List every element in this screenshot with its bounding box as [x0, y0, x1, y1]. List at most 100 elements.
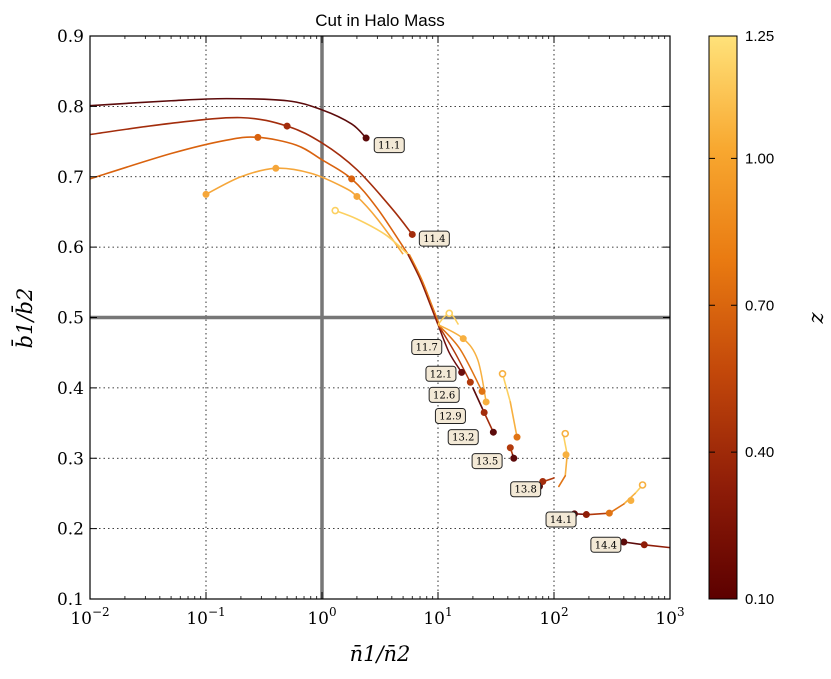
annotation-box [447, 429, 479, 446]
fan-track-line [437, 324, 483, 392]
track-marker [498, 369, 507, 378]
fan-track-marker [459, 335, 467, 343]
fan-track-line [437, 324, 472, 383]
colorbar-tick-label: 0.70 [745, 297, 774, 314]
y-tick-label: 0.8 [57, 97, 84, 117]
x-tick-labels: 1 0 −2 10−1 100 101 102 103 [70, 605, 684, 629]
marker-layer [202, 122, 648, 549]
colorbar-gradient [708, 35, 738, 600]
annotation-box [418, 230, 450, 247]
y-tick-label: 0.5 [57, 309, 84, 329]
colorbar-tick-label: 0.40 [745, 444, 774, 461]
converging-branch-line [408, 253, 441, 325]
track-segment [501, 372, 512, 403]
x-tick-label: 101 [423, 605, 452, 629]
mass-cut-annotation: 12.6 [428, 386, 460, 403]
annotation-box [373, 137, 405, 154]
track-segment [472, 387, 485, 414]
fan-track-marker [458, 368, 466, 376]
colorbar-tick-label: 1.25 [745, 28, 774, 45]
track-marker [489, 428, 497, 436]
track-marker [480, 409, 488, 417]
fan-track-marker [478, 387, 486, 395]
track-marker [562, 451, 570, 459]
x-tick-label: 103 [655, 605, 684, 629]
series-marker [331, 206, 340, 215]
series-line-z=1.25 [334, 209, 409, 255]
track-segment [509, 401, 518, 438]
y-tick-label: 0.1 [57, 590, 84, 610]
series-marker [353, 192, 361, 200]
annotation-box [428, 386, 460, 403]
series-line-z=0.10 [90, 97, 367, 139]
colorbar-ticks: 0.10 0.40 0.70 1.00 1.25 [709, 28, 774, 608]
track-marker [620, 538, 628, 546]
track-segment [483, 411, 495, 434]
x-tick-label: 100 [307, 605, 336, 629]
track-marker [582, 511, 590, 519]
mass-cut-annotation: 11.4 [418, 230, 450, 247]
track-marker [640, 541, 648, 549]
x-tick-exponent: −2 [92, 605, 110, 619]
series-marker [362, 134, 370, 142]
axis-ticks [89, 35, 671, 600]
series-marker [202, 190, 210, 198]
x-tick-label: 10−1 [186, 605, 225, 629]
y-tick-label: 0.7 [57, 168, 84, 188]
reference-lines [90, 36, 670, 599]
track-marker [638, 481, 647, 489]
annotation-label: 11.4 [423, 234, 445, 245]
y-tick-label: 0.4 [57, 379, 84, 399]
annotation-label: 14.1 [550, 515, 572, 526]
track-marker [510, 454, 518, 462]
annotation-label: 11.1 [378, 141, 400, 152]
mass-cut-annotation: 13.5 [471, 453, 503, 470]
mass-cut-annotation: 12.9 [434, 408, 466, 425]
chart-title: Cut in Halo Mass [315, 11, 444, 30]
fan-track-line [437, 324, 463, 373]
fan-track-line [437, 323, 487, 403]
track-marker [605, 509, 613, 517]
annotation-label: 13.5 [476, 457, 498, 468]
colorbar: 0.10 0.40 0.70 1.00 1.25 z [708, 28, 831, 608]
track-marker [506, 444, 514, 452]
x-tick-exponent: 1 [445, 605, 453, 619]
mass-cut-annotation: 11.7 [411, 339, 443, 356]
track-marker [513, 433, 521, 441]
annotation-label: 12.6 [433, 390, 455, 401]
series-marker [348, 175, 356, 183]
y-tick-label: 0.6 [57, 238, 84, 258]
converging-branch-line [407, 253, 439, 325]
track-segment [643, 544, 670, 549]
x-tick-exponent: −1 [208, 605, 226, 619]
x-tick-exponent: 2 [561, 605, 569, 619]
mass-cut-annotation: 13.8 [510, 481, 542, 498]
track-segment [558, 475, 567, 488]
track-marker [627, 496, 635, 504]
series-marker [272, 164, 280, 172]
mass-cut-annotation: 11.1 [373, 137, 405, 154]
fan-track-marker [466, 378, 474, 386]
series-marker [283, 122, 291, 130]
series-layer [90, 97, 670, 549]
annotation-label: 13.2 [452, 433, 474, 444]
x-tick-label: 102 [539, 605, 568, 629]
mass-cut-annotation: 14.1 [545, 511, 577, 528]
annotation-box [411, 339, 443, 356]
x-tick-exponent: 0 [329, 605, 337, 619]
annotation-box [590, 536, 622, 553]
annotation-label: 12.9 [439, 412, 461, 423]
series-line-z=1.00 [205, 167, 404, 255]
y-tick-label: 0.3 [57, 449, 84, 469]
annotation-label: 14.4 [595, 540, 617, 551]
y-tick-label: 0.9 [57, 27, 84, 47]
fan-track-marker [445, 309, 454, 318]
track-marker [561, 429, 570, 438]
y-tick-labels: 0.1 0.2 0.3 0.4 0.5 0.6 0.7 0.8 0.9 [57, 27, 84, 610]
colorbar-tick-label: 0.10 [745, 591, 774, 608]
annotation-box [471, 453, 503, 470]
y-axis-label: b̄1/b̄2 [11, 288, 37, 349]
colorbar-tick-label: 1.00 [745, 150, 774, 167]
annotation-label: 13.8 [515, 485, 537, 496]
